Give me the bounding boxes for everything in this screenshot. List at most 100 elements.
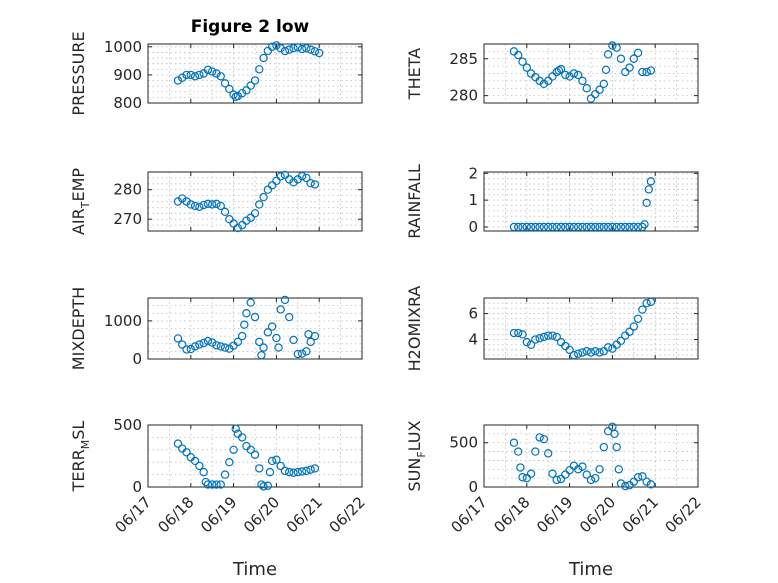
- axes-frame: [147, 43, 363, 104]
- subplot-sun_flux: 0 500 SUNFLUX 06/17 06/18 06/19 06/20 06/21 06/2…: [405, 420, 705, 580]
- data-point: [259, 343, 268, 352]
- data-point: [272, 41, 281, 50]
- data-point: [595, 85, 604, 94]
- data-point: [578, 348, 587, 357]
- y-axis-label: TERRMSL: [69, 421, 92, 493]
- data-point: [182, 70, 191, 80]
- subplot-rainfall: 0 1 2 RAINFALL: [405, 164, 699, 239]
- data-point: [203, 336, 213, 346]
- data-point: [267, 322, 277, 331]
- data-point: [257, 480, 266, 489]
- data-point: [186, 70, 195, 80]
- data-point: [293, 349, 302, 359]
- data-point: [552, 332, 561, 342]
- y-tick-label: 500: [113, 416, 142, 434]
- data-point: [220, 207, 230, 217]
- data-point: [633, 314, 643, 323]
- data-point: [565, 345, 574, 355]
- x-tick-label: 06/21: [619, 493, 662, 536]
- data-point: [246, 81, 255, 90]
- data-point: [285, 312, 294, 322]
- data-point: [276, 44, 285, 53]
- y-axis-label: AIRTEMP: [69, 168, 92, 235]
- data-point: [629, 222, 639, 232]
- data-point: [565, 465, 574, 475]
- data-point: [289, 335, 298, 345]
- data-point: [591, 347, 600, 356]
- data-point: [267, 42, 277, 52]
- data-point: [621, 481, 630, 491]
- data-point: [629, 477, 639, 486]
- data-point: [182, 448, 191, 457]
- data-point: [310, 180, 320, 189]
- data-point: [212, 341, 221, 350]
- data-point: [518, 57, 527, 66]
- data-point: [509, 438, 519, 447]
- data-point: [565, 222, 574, 232]
- data-point: [539, 332, 549, 342]
- data-point: [586, 348, 596, 357]
- axes-frame: [483, 43, 699, 104]
- data-point: [642, 298, 651, 308]
- data-point: [302, 466, 311, 476]
- data-point: [246, 298, 255, 307]
- data-point: [561, 470, 570, 479]
- data-point: [586, 94, 596, 103]
- data-point: [186, 344, 195, 354]
- data-point: [272, 176, 281, 186]
- data-point: [220, 79, 230, 88]
- data-point: [595, 465, 604, 474]
- data-point: [552, 67, 561, 77]
- x-tick-label: 06/20: [576, 493, 619, 536]
- data-point: [599, 79, 609, 89]
- data-point: [522, 63, 532, 72]
- data-point: [280, 295, 290, 305]
- data-point: [186, 200, 195, 209]
- data-point: [280, 170, 290, 180]
- data-point: [646, 177, 656, 186]
- data-point: [578, 76, 587, 86]
- data-point: [646, 480, 656, 489]
- data-point: [621, 222, 630, 232]
- data-point: [199, 467, 208, 477]
- y-tick-label: 0: [468, 218, 478, 236]
- data-point: [531, 447, 540, 456]
- data-point: [544, 449, 553, 458]
- data-point: [195, 202, 204, 212]
- data-point: [302, 173, 311, 183]
- y-tick-label: 280: [449, 87, 478, 105]
- data-point: [216, 342, 225, 351]
- data-point: [195, 70, 204, 80]
- data-point: [629, 54, 639, 63]
- y-tick-label: 900: [113, 66, 142, 84]
- data-point: [638, 67, 647, 77]
- data-point: [216, 201, 225, 211]
- data-point: [516, 463, 525, 472]
- data-point: [603, 343, 613, 352]
- data-point: [237, 331, 247, 341]
- data-point: [229, 219, 238, 228]
- y-axis-label: MIXDEPTH: [69, 287, 88, 370]
- data-point: [220, 343, 230, 352]
- data-point: [625, 63, 634, 72]
- data-point: [242, 309, 251, 318]
- data-point: [276, 305, 285, 314]
- data-point: [225, 84, 234, 94]
- data-point: [573, 70, 583, 80]
- data-point: [293, 43, 302, 52]
- y-tick-label: 0: [468, 478, 478, 496]
- y-axis-label: SUNFLUX: [405, 420, 428, 491]
- data-point: [315, 48, 324, 58]
- data-point: [207, 338, 217, 347]
- data-point: [285, 175, 294, 184]
- data-point: [578, 462, 587, 471]
- data-point: [203, 199, 213, 209]
- subplot-terr_msl: 0 500 TERRMSL 06/17 06/18 06/19 06/20 06/21 06/2…: [69, 416, 369, 580]
- data-point: [522, 337, 532, 347]
- x-axis-label: Time: [568, 559, 613, 580]
- data-point: [297, 171, 307, 181]
- data-point: [199, 200, 208, 210]
- data-point: [582, 84, 591, 93]
- data-point: [207, 480, 217, 489]
- data-point: [514, 328, 523, 338]
